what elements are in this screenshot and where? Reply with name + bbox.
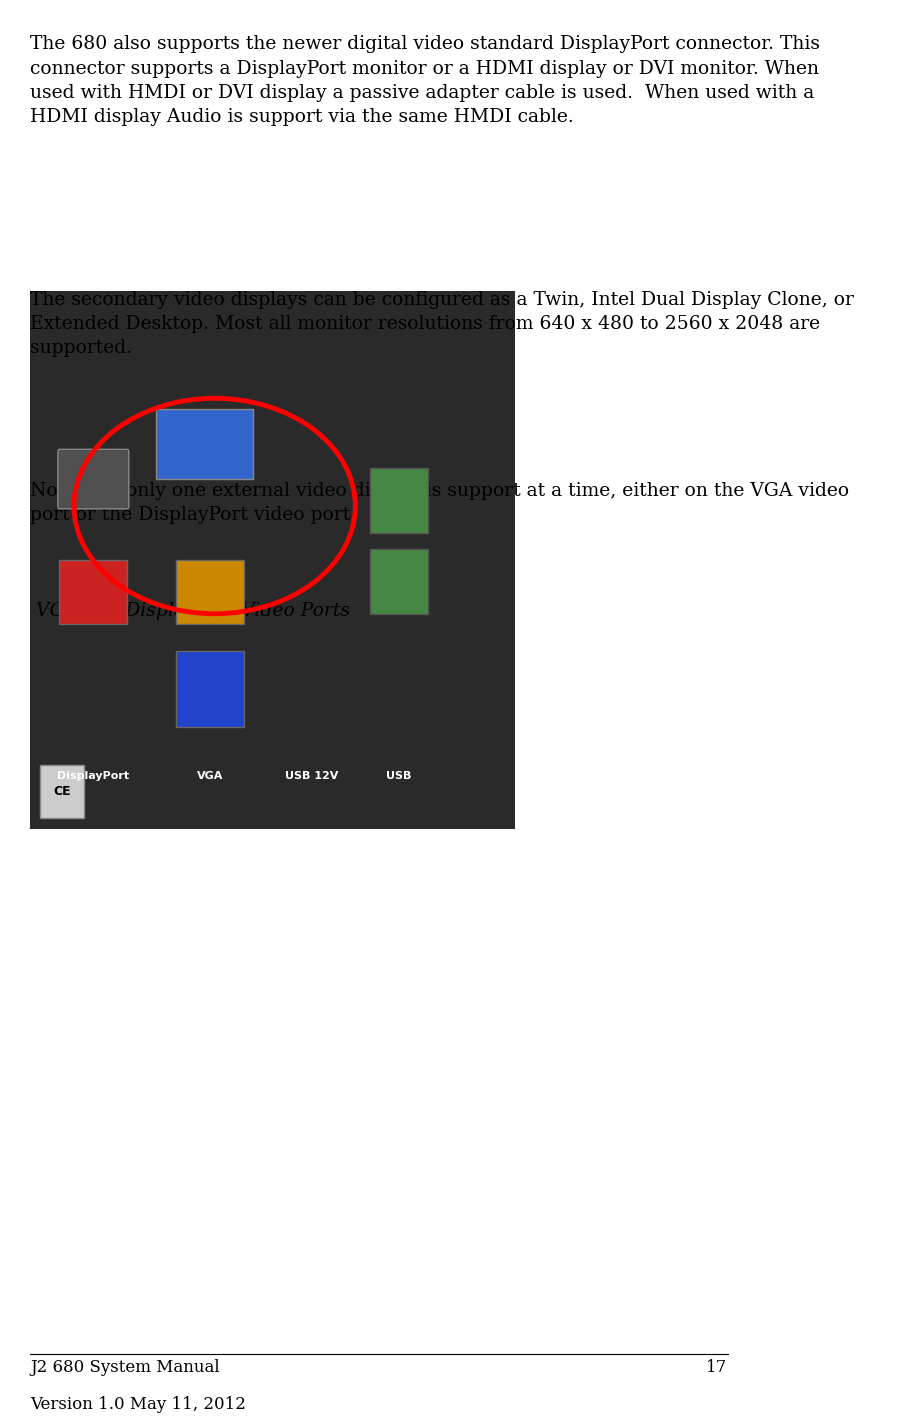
- Text: DisplayPort: DisplayPort: [57, 771, 130, 781]
- Bar: [176, 560, 244, 624]
- Text: CE: CE: [53, 786, 71, 798]
- Text: Note that only one external video display is support at a time, either on the VG: Note that only one external video displa…: [30, 482, 850, 525]
- Bar: [176, 651, 244, 727]
- Text: The 680 also supports the newer digital video standard DisplayPort connector. Th: The 680 also supports the newer digital …: [30, 35, 820, 126]
- Bar: [30, 291, 515, 830]
- Text: Version 1.0 May 11, 2012: Version 1.0 May 11, 2012: [30, 1397, 246, 1414]
- Text: USB: USB: [386, 771, 412, 781]
- Text: 17: 17: [707, 1360, 727, 1377]
- Bar: [40, 764, 83, 818]
- Bar: [156, 408, 253, 479]
- Text: VGA and DisplayPort Video Ports: VGA and DisplayPort Video Ports: [30, 603, 350, 621]
- FancyBboxPatch shape: [58, 450, 129, 509]
- Bar: [370, 549, 428, 614]
- Text: VGA: VGA: [197, 771, 223, 781]
- Bar: [370, 468, 428, 533]
- Text: J2 680 System Manual: J2 680 System Manual: [30, 1360, 219, 1377]
- Text: USB 12V: USB 12V: [285, 771, 338, 781]
- Text: The secondary video displays can be configured as a Twin, Intel Dual Display Clo: The secondary video displays can be conf…: [30, 291, 854, 357]
- Bar: [60, 560, 127, 624]
